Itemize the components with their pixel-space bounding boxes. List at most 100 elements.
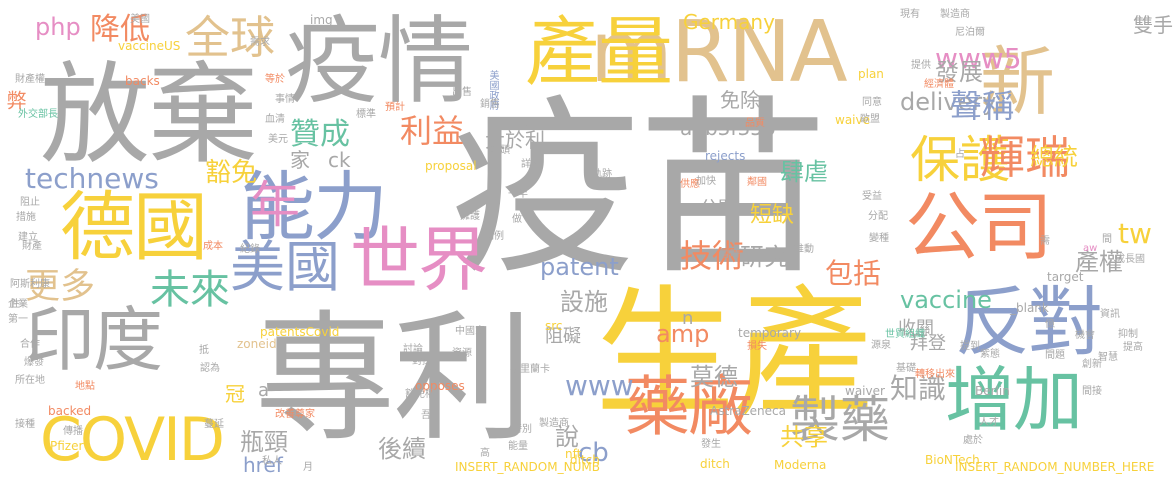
word-aw-97: aw (1083, 243, 1098, 254)
word-cjk-50: 設施 (560, 288, 608, 316)
word-mrna-5: mRNA (590, 3, 848, 102)
word-cjk-117: 事情 (275, 94, 295, 105)
word-cjk-59: 拜登 (910, 333, 946, 354)
word-n-69: n (682, 308, 694, 329)
word-covid-14: COVID (40, 405, 225, 475)
word-cjk-105: 改善尊家 (275, 409, 315, 420)
word-cjk-6: 產量 (525, 8, 673, 96)
word-cjk-16: 藥廠 (625, 370, 753, 445)
word-cjk-102: 阿斯利康 (10, 279, 50, 290)
word-cjk-114: 美國 (130, 14, 150, 25)
word-img-71: img (310, 13, 333, 27)
word-cjk-11: 增加 (945, 359, 1083, 441)
word-src-92: src (545, 319, 563, 333)
word-cjk-44: 肆虐 (780, 158, 828, 186)
word-cjk-186: 億 (1045, 319, 1055, 330)
word-cjk-111: 經濟體 (924, 79, 954, 90)
word-a-70: a (258, 380, 270, 401)
word-moderna-88: Moderna (774, 458, 827, 472)
word-cjk-48: 後續 (378, 435, 426, 463)
word-cjk-129: 點頭 (490, 145, 510, 156)
word-cjk-20: 保護 (910, 131, 1010, 189)
word-cjk-119: 美元 (268, 134, 288, 145)
word-cjk-120: 標準 (356, 109, 376, 120)
word-cjk-115: 需求 (250, 37, 270, 48)
word-cjk-15: 新 (980, 38, 1055, 126)
word-cjk-62: 家 (290, 148, 310, 172)
word-patentscovid-90: patentsCovid (260, 325, 340, 339)
word-cjk-156: 合作 (20, 339, 40, 350)
word-amp-36: amp (656, 320, 710, 348)
word-cjk-168: 能量 (508, 441, 528, 452)
word-insert-random-numb-85: INSERT_RANDOM_NUMB (455, 460, 600, 474)
word-cjk-185: 紫態 (980, 349, 1000, 360)
word-cjk-176: 處於 (963, 435, 983, 446)
word-cjk-19: 年 (250, 176, 300, 234)
word-cjk-167: 特別 (512, 424, 532, 435)
word-cjk-158: 所在地 (15, 375, 45, 386)
word-cjk-163: 私人 (262, 456, 282, 467)
word-cjk-9: 德國 (60, 183, 208, 271)
word-cjk-2: 專利 (255, 298, 533, 461)
word-delivery-28: delivery (900, 88, 997, 116)
word-cjk-127: 供應 (680, 179, 700, 190)
word-cjk-172: 源泉 (871, 340, 891, 351)
word-cjk-143: 成本 (203, 241, 223, 252)
word-cjk-39: 包括 (825, 257, 882, 290)
word-cjk-183: 抑制 (1118, 329, 1138, 340)
word-cjk-4: 疫情 (285, 7, 473, 117)
word-astrazeneca-76: AstraZeneca (710, 404, 786, 418)
word-germany-53: Germany (683, 10, 775, 34)
word-cjk-144: 紀錄 (240, 244, 260, 255)
word-cjk-165: 高 (480, 448, 490, 459)
word-cjk-13: 世界 (350, 219, 488, 301)
word-cjk-166: 吾 (421, 410, 431, 421)
word-plan-94: plan (858, 67, 884, 81)
word-cjk-151: 討論 (403, 344, 423, 355)
word-cjk-3: 放棄 (40, 51, 258, 179)
word-cjk-99: 世貿組織 (885, 329, 925, 340)
word-cjk-103: 外交部長 (18, 109, 58, 120)
word-cjk-33: 發展 (935, 58, 983, 86)
word-cjk-61: 說 (555, 423, 579, 451)
word-cjk-175: 人才 (979, 417, 999, 428)
word-cjk-155: 認為 (200, 363, 220, 374)
word-cjk-22: 全球 (185, 11, 276, 64)
word-cjk-154: 抵 (199, 345, 209, 356)
word-www5-26: www5 (935, 42, 1022, 75)
word-cjk-17: 美國 (230, 235, 341, 299)
word-cjk-174: 創新 (1082, 359, 1102, 370)
word-cjk-130: 詳細 (521, 159, 541, 170)
word-cjk-124: 同意 (862, 97, 882, 108)
word-cjk-100: 中國家 (455, 326, 485, 337)
word-cjk-135: 做 (512, 214, 522, 225)
word-cjk-55: 大於利 (485, 128, 545, 152)
word-php-52: php (35, 13, 81, 41)
word-cjk-137: 病例 (484, 231, 504, 242)
word-cjk-58: 收關 (898, 318, 934, 339)
word-target-80: target (1047, 270, 1084, 284)
word-berlin-78: Berlin (975, 384, 1010, 398)
word-cjk-146: 建立 (18, 232, 38, 243)
word-zoneid-91: zoneid (237, 337, 277, 351)
word-cjk-173: 基礎 (896, 363, 916, 374)
word-cjk-32: 聲稱 (950, 87, 1015, 125)
word-cjk-112: 提供 (911, 60, 931, 71)
word-nft-96: nft (565, 447, 582, 461)
word-cjk-140: 變種 (869, 233, 889, 244)
word-cjk-107: 財產權 (15, 74, 45, 85)
word-cjk-60: 阻礙 (545, 326, 581, 347)
word-opposes-82: opposes (415, 379, 465, 393)
word-cjk-160: 接種 (15, 419, 35, 430)
word-cjk-40: 產權 (1075, 248, 1123, 276)
word-cjk-7: 能力 (240, 163, 388, 251)
word-cjk-101: 斯里蘭卡 (510, 364, 550, 375)
word-cjk-136: 一半 (508, 189, 528, 200)
word-cjk-179: 間題 (1045, 350, 1065, 361)
word-cjk-10: 反對 (955, 278, 1103, 366)
word-www-27: www (565, 369, 634, 402)
word-backed-83: backed (48, 404, 92, 418)
word-cjk-21: 輝瑞 (980, 131, 1071, 184)
word-technews-25: technews (25, 162, 159, 195)
